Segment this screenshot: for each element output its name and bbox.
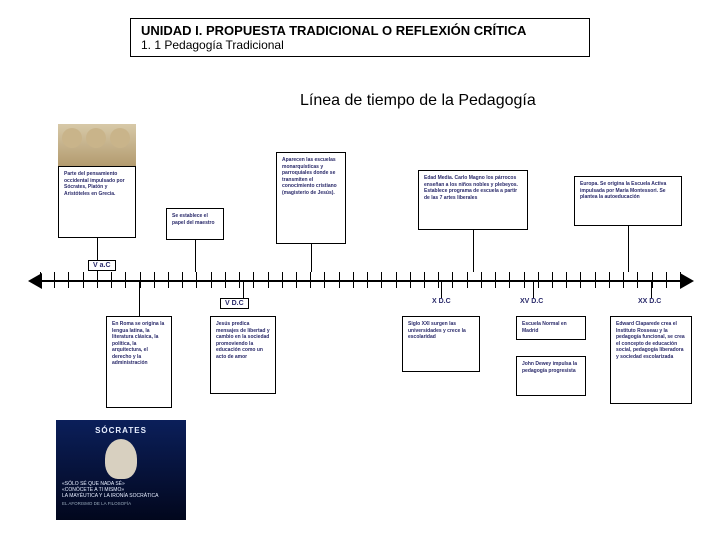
- label-xdc: X D.C: [432, 298, 451, 305]
- label-xxdc: XX D.C: [638, 298, 661, 305]
- box-edward: Edward Claparede crea el Instituto Rosse…: [610, 316, 692, 404]
- box-maestro: Se establece el papel del maestro: [166, 208, 224, 240]
- box-jesus: Jesús predica mensajes de libertad y cam…: [210, 316, 276, 394]
- box-edad-media: Edad Media. Carlo Magno los párrocos ens…: [418, 170, 528, 230]
- socrates-footer: EL AFORISMO DE LA FILOSOFÍA: [62, 501, 180, 506]
- socrates-bust-icon: [105, 439, 137, 479]
- connector: [311, 244, 312, 272]
- connector: [533, 282, 534, 298]
- main-title: Línea de tiempo de la Pedagogía: [300, 92, 536, 110]
- box-roma: En Roma se origina la lengua latina, la …: [106, 316, 172, 408]
- unit-subtitle: 1. 1 Pedagogía Tradicional: [141, 38, 579, 52]
- box-escuela-normal: Escuela Normal en Madrid: [516, 316, 586, 340]
- header-box: UNIDAD I. PROPUESTA TRADICIONAL O REFLEX…: [130, 18, 590, 57]
- box-europa: Europa. Se origina la Escuela Activa imp…: [574, 176, 682, 226]
- axis-ticks: [40, 272, 680, 290]
- box-dewey: John Dewey impulsa la pedagogía progresi…: [516, 356, 586, 396]
- connector: [628, 226, 629, 272]
- label-vdc: V D.C: [220, 298, 249, 309]
- connector: [473, 230, 474, 272]
- socrates-name: SÓCRATES: [62, 426, 180, 435]
- connector: [441, 282, 442, 298]
- philosophers-image: [58, 124, 136, 166]
- connector: [139, 282, 140, 316]
- label-xvdc: XV D.C: [520, 298, 543, 305]
- axis-arrow-right: [680, 273, 694, 289]
- socrates-line3: LA MAYÉUTICA Y LA IRONÍA SOCRÁTICA: [62, 493, 180, 499]
- unit-title: UNIDAD I. PROPUESTA TRADICIONAL O REFLEX…: [141, 23, 579, 38]
- connector: [243, 282, 244, 298]
- connector: [195, 240, 196, 272]
- socrates-card: SÓCRATES «SÓLO SÉ QUE NADA SÉ» «CONÓCETE…: [56, 420, 186, 520]
- label-vac: V a.C: [88, 260, 116, 271]
- box-escuelas: Aparecen las escuelas monarquísticas y p…: [276, 152, 346, 244]
- connector: [651, 282, 652, 298]
- box-siglo: Siglo XXI surgen las universidades y cre…: [402, 316, 480, 372]
- box-greece: Parte del pensamiento occidental impulsa…: [58, 166, 136, 238]
